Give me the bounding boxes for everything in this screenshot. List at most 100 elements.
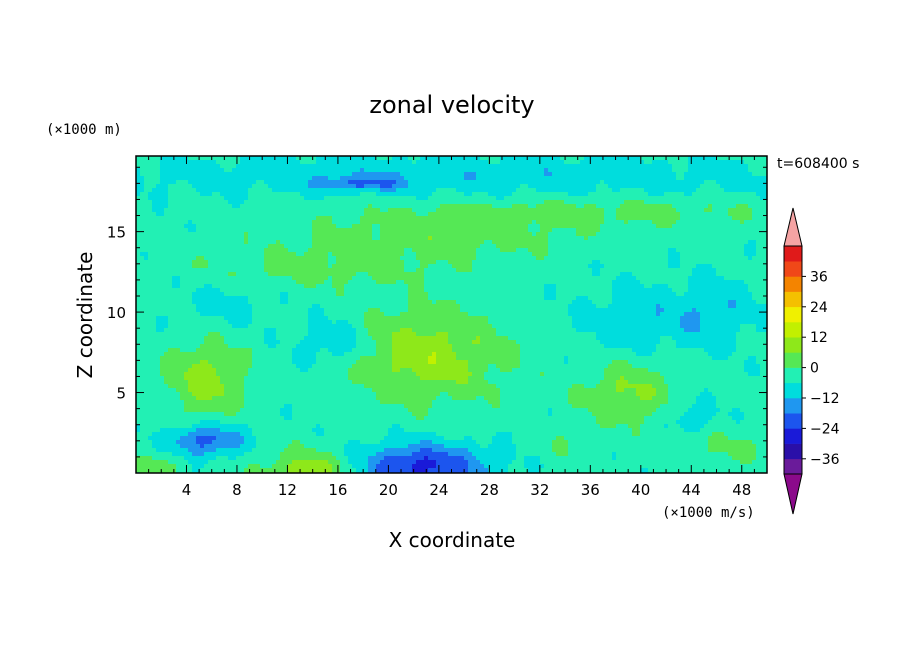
field-cell — [224, 256, 229, 261]
field-cell — [688, 264, 693, 269]
field-cell — [632, 164, 637, 169]
field-cell — [760, 184, 765, 189]
field-cell — [380, 256, 385, 261]
field-cell — [260, 252, 265, 257]
field-cell — [700, 248, 705, 253]
field-cell — [692, 212, 697, 217]
field-cell — [392, 248, 397, 253]
field-cell — [564, 248, 569, 253]
field-cell — [652, 220, 657, 225]
field-cell — [440, 236, 445, 241]
field-cell — [580, 236, 585, 241]
field-cell — [368, 176, 373, 181]
field-cell — [152, 220, 157, 225]
field-cell — [396, 228, 401, 233]
field-cell — [736, 196, 741, 201]
field-cell — [396, 192, 401, 197]
field-cell — [428, 228, 433, 233]
field-cell — [516, 280, 521, 285]
field-cell — [292, 276, 297, 281]
field-cell — [644, 176, 649, 181]
field-cell — [520, 252, 525, 257]
field-cell — [344, 208, 349, 213]
field-cell — [404, 280, 409, 285]
field-cell — [180, 200, 185, 205]
field-cell — [380, 264, 385, 269]
field-cell — [480, 164, 485, 169]
field-cell — [380, 248, 385, 253]
field-cell — [700, 184, 705, 189]
field-cell — [656, 156, 661, 161]
field-cell — [288, 212, 293, 217]
field-cell — [472, 184, 477, 189]
field-cell — [300, 272, 305, 277]
field-cell — [656, 200, 661, 205]
field-cell — [336, 252, 341, 257]
field-cell — [472, 260, 477, 265]
field-cell — [732, 260, 737, 265]
field-cell — [288, 256, 293, 261]
field-cell — [460, 196, 465, 201]
field-cell — [248, 236, 253, 241]
field-cell — [152, 224, 157, 229]
field-cell — [204, 256, 209, 261]
field-cell — [424, 212, 429, 217]
field-cell — [584, 272, 589, 277]
field-cell — [700, 236, 705, 241]
field-cell — [304, 232, 309, 237]
field-cell — [408, 196, 413, 201]
field-cell — [532, 224, 537, 229]
field-cell — [428, 196, 433, 201]
field-cell — [668, 264, 673, 269]
field-cell — [500, 180, 505, 185]
field-cell — [472, 240, 477, 245]
field-cell — [192, 252, 197, 257]
field-cell — [412, 232, 417, 237]
field-cell — [352, 260, 357, 265]
field-cell — [652, 204, 657, 209]
field-cell — [248, 224, 253, 229]
field-cell — [504, 216, 509, 221]
field-cell — [428, 264, 433, 269]
field-cell — [272, 212, 277, 217]
field-cell — [672, 240, 677, 245]
field-cell — [284, 272, 289, 277]
field-cell — [716, 156, 721, 161]
field-cell — [192, 236, 197, 241]
field-cell — [408, 200, 413, 205]
field-cell — [272, 164, 277, 169]
field-cell — [536, 240, 541, 245]
field-cell — [240, 164, 245, 169]
field-cell — [308, 224, 313, 229]
field-cell — [380, 212, 385, 217]
field-cell — [764, 268, 768, 273]
field-cell — [328, 176, 333, 181]
field-cell — [604, 232, 609, 237]
field-cell — [656, 228, 661, 233]
field-cell — [636, 276, 641, 281]
field-cell — [508, 232, 513, 237]
field-cell — [204, 244, 209, 249]
field-cell — [464, 172, 469, 177]
field-cell — [548, 252, 553, 257]
field-cell — [716, 268, 721, 273]
field-cell — [376, 188, 381, 193]
field-cell — [600, 172, 605, 177]
field-cell — [296, 156, 301, 161]
field-cell — [236, 272, 241, 277]
field-cell — [288, 176, 293, 181]
field-cell — [736, 180, 741, 185]
field-cell — [664, 220, 669, 225]
field-cell — [608, 200, 613, 205]
field-cell — [476, 200, 481, 205]
field-cell — [440, 188, 445, 193]
field-cell — [696, 240, 701, 245]
field-cell — [512, 236, 517, 241]
field-cell — [300, 188, 305, 193]
field-cell — [284, 260, 289, 265]
field-cell — [676, 256, 681, 261]
field-cell — [648, 192, 653, 197]
field-cell — [460, 200, 465, 205]
field-cell — [560, 248, 565, 253]
field-cell — [272, 264, 277, 269]
